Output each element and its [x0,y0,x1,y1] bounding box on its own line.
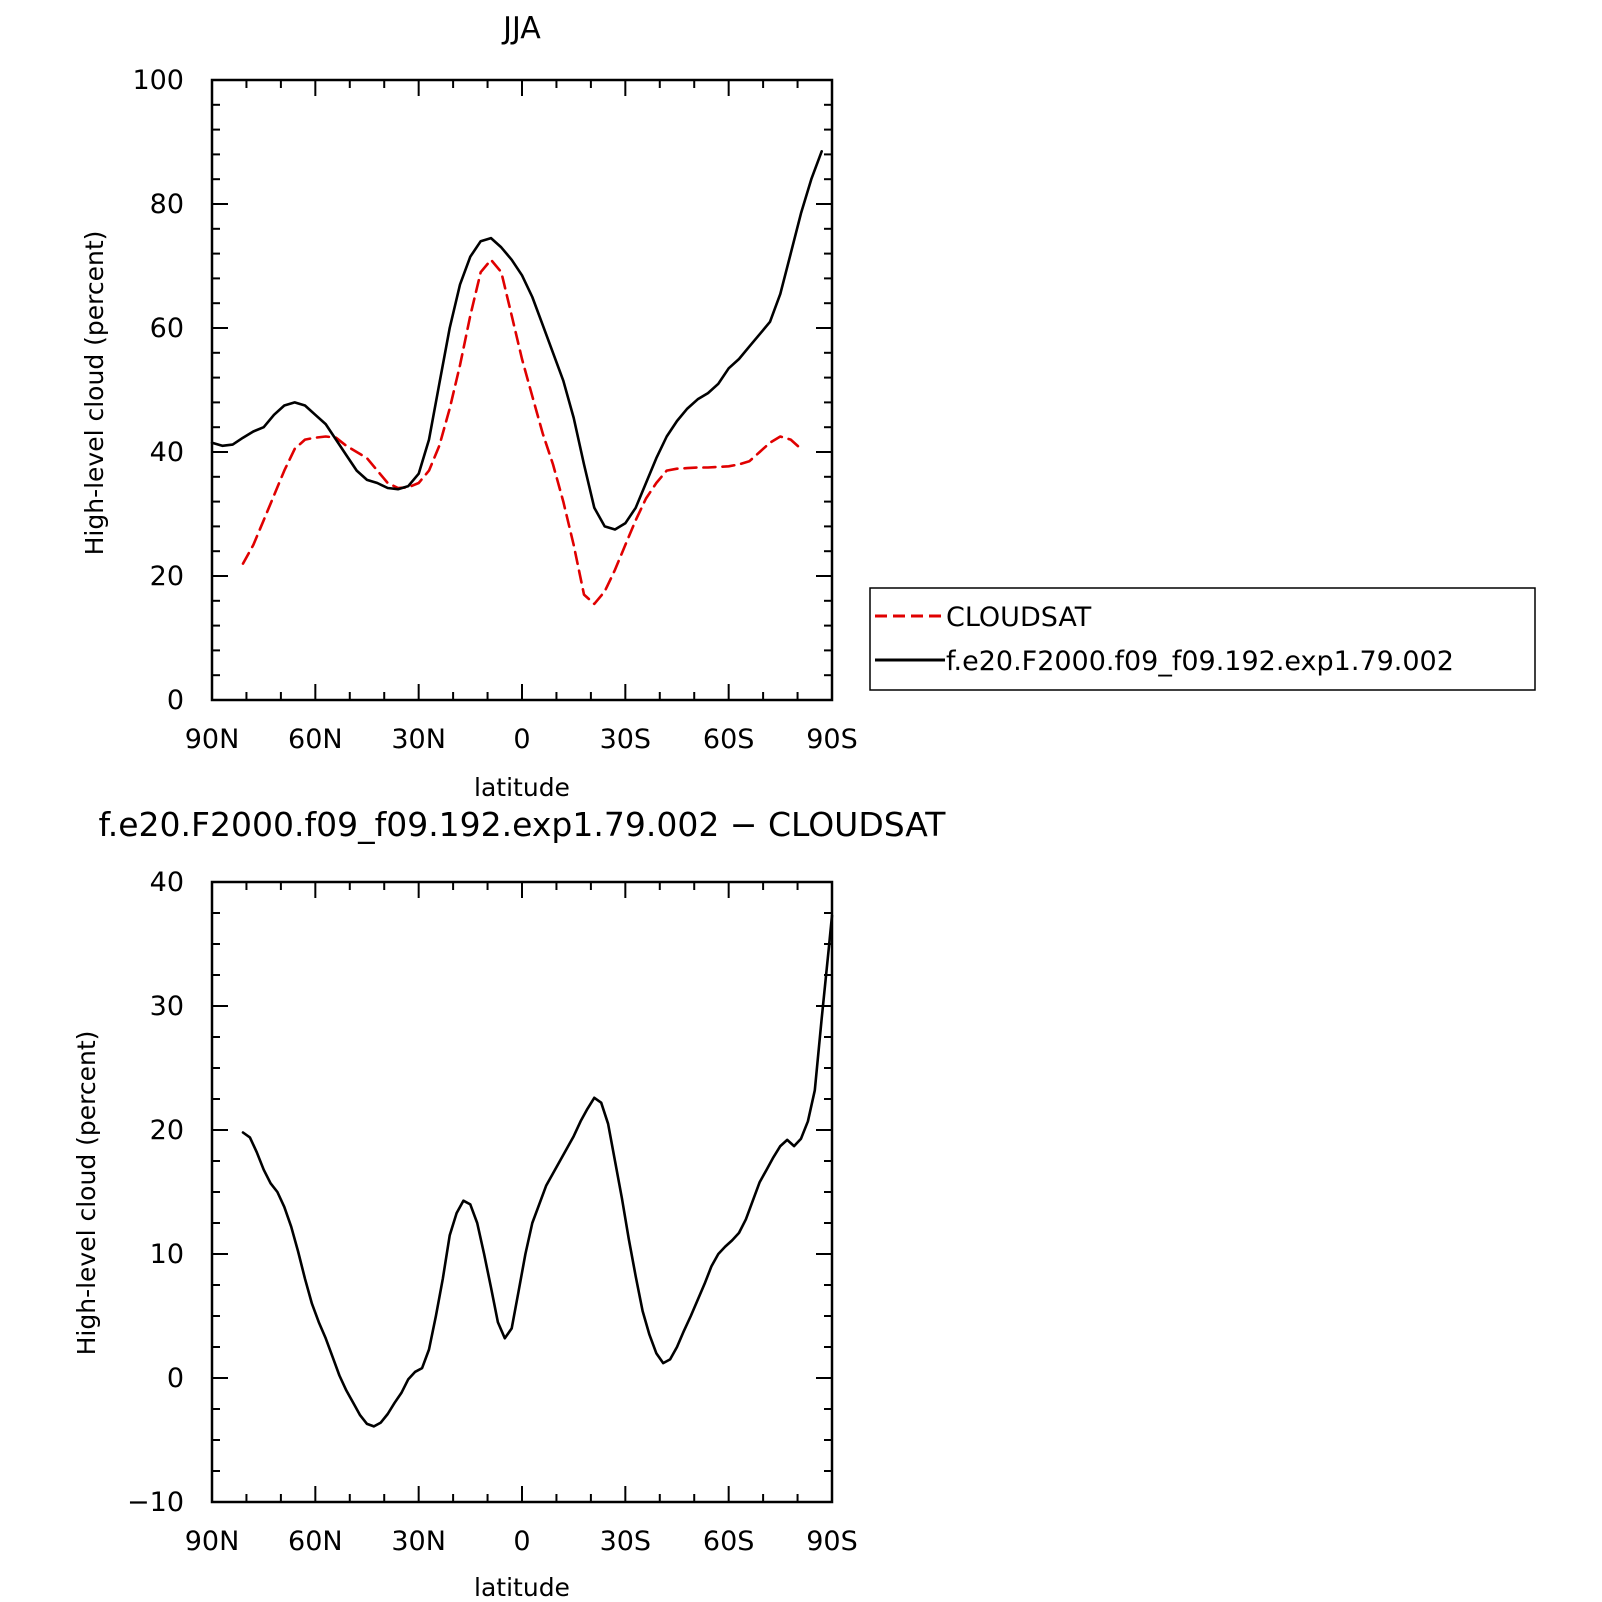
x-tick-label: 30N [391,724,446,755]
legend-box [869,587,1536,691]
series-line-cloudsat [241,258,803,606]
bottom-panel-xlabel: latitude [474,1573,570,1602]
top-panel-title: JJA [501,11,541,46]
top-panel-series [210,150,823,606]
y-tick-label: 60 [150,313,184,344]
legend: CLOUDSAT f.e20.F2000.f09_f09.192.exp1.79… [869,587,1536,691]
x-tick-label: 60S [703,1526,755,1557]
bottom-panel-ylabel: High-level cloud (percent) [72,1031,101,1356]
x-tick-label: 30S [600,724,652,755]
x-tick-label: 0 [513,724,530,755]
top-panel-ylabel: High-level cloud (percent) [80,231,109,556]
y-tick-label: 40 [150,867,184,898]
y-tick-label: 30 [150,991,184,1022]
x-tick-label: 30S [600,1526,652,1557]
x-tick-label: 90N [185,724,240,755]
bottom-panel-x-tick-labels: 90N 60N 30N 0 30S 60S 90S [185,1526,858,1557]
series-line-f-e20-f2000-f09-f09-192-exp1-79-002 [210,150,823,531]
top-panel-x-tick-labels: 90N 60N 30N 0 30S 60S 90S [185,724,858,755]
bottom-panel-title: f.e20.F2000.f09_f09.192.exp1.79.002 − CL… [99,805,947,844]
y-tick-label: −10 [127,1487,184,1518]
top-panel-jja: JJA High-level cloud (percent) latitude … [80,11,858,802]
y-tick-label: 0 [167,1363,184,1394]
x-tick-label: 60N [288,724,343,755]
top-panel-y-tick-labels: 0 20 40 60 80 100 [132,65,184,716]
y-tick-label: 10 [150,1239,184,1270]
x-tick-label: 90S [806,1526,858,1557]
bottom-panel-frame [210,880,834,1504]
y-tick-label: 20 [150,1115,184,1146]
bottom-panel-series [241,914,834,1428]
y-tick-label: 80 [150,189,184,220]
y-tick-label: 40 [150,437,184,468]
legend-label-model: f.e20.F2000.f09_f09.192.exp1.79.002 [946,646,1454,677]
x-tick-label: 30N [391,1526,446,1557]
x-tick-label: 90S [806,724,858,755]
series-line-difference [241,914,834,1428]
bottom-panel-ticks [211,881,833,1503]
y-tick-label: 20 [150,561,184,592]
bottom-panel-y-tick-labels: −10 0 10 20 30 40 [127,867,184,1518]
x-tick-label: 60S [703,724,755,755]
legend-label-cloudsat: CLOUDSAT [946,602,1092,633]
top-panel-frame [210,78,834,702]
bottom-panel-difference: f.e20.F2000.f09_f09.192.exp1.79.002 − CL… [72,805,946,1602]
y-tick-label: 100 [132,65,184,96]
x-tick-label: 60N [288,1526,343,1557]
x-tick-label: 0 [513,1526,530,1557]
top-panel-xlabel: latitude [474,773,570,802]
y-tick-label: 0 [167,685,184,716]
x-tick-label: 90N [185,1526,240,1557]
top-panel-ticks [211,79,833,701]
